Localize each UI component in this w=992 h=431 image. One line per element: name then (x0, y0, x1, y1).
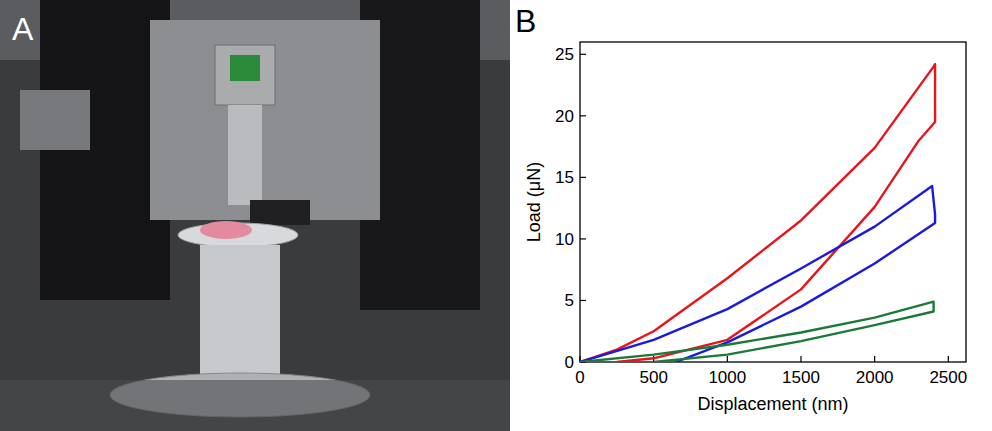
x-tick-label: 2000 (856, 368, 894, 387)
transducer-column (228, 105, 262, 205)
table-surface (0, 380, 510, 431)
figure: A B 0 500 1000 1500 2000 2500 0 5 10 15 20 25 Displace… (0, 0, 992, 431)
microscope-lens (20, 90, 90, 150)
panel-label: A (12, 11, 34, 47)
instrument-plate (150, 20, 380, 220)
load-curve (580, 64, 935, 362)
y-tick-label: 15 (555, 168, 574, 187)
plot-frame (580, 42, 966, 362)
photo-panel: A (0, 0, 510, 431)
y-tick-label: 25 (555, 45, 574, 64)
y-tick (580, 300, 586, 301)
x-tick-label: 2500 (929, 368, 967, 387)
axes: 0 500 1000 1500 2000 2500 0 5 10 15 20 25 Displaceme… (524, 42, 967, 414)
y-tick-label: 5 (565, 291, 574, 310)
x-tick (800, 356, 801, 362)
y-tick (580, 115, 586, 116)
tissue-sample (200, 221, 252, 239)
x-tick (874, 356, 875, 362)
load-curve (580, 302, 934, 362)
y-tick (580, 238, 586, 239)
y-tick-label: 20 (555, 107, 574, 126)
x-tick-label: 500 (639, 368, 667, 387)
data-lines (580, 64, 935, 362)
x-tick-label: 0 (575, 368, 584, 387)
y-tick-label: 10 (555, 230, 574, 249)
x-tick (727, 356, 728, 362)
holder (250, 200, 310, 225)
stage-column (200, 245, 280, 375)
y-tick-label: 0 (565, 353, 574, 372)
x-tick-label: 1500 (782, 368, 820, 387)
photo-background (0, 0, 510, 431)
load-curve (580, 186, 935, 362)
panel-label: B (515, 3, 536, 39)
x-tick (948, 356, 949, 362)
transducer-head (215, 45, 275, 105)
x-tick-label: 1000 (708, 368, 746, 387)
x-axis-title: Displacement (nm) (697, 394, 848, 414)
y-tick (580, 177, 586, 178)
y-tick (580, 54, 586, 55)
transducer-logo (230, 55, 260, 81)
y-axis-title: Load (μN) (524, 162, 544, 242)
